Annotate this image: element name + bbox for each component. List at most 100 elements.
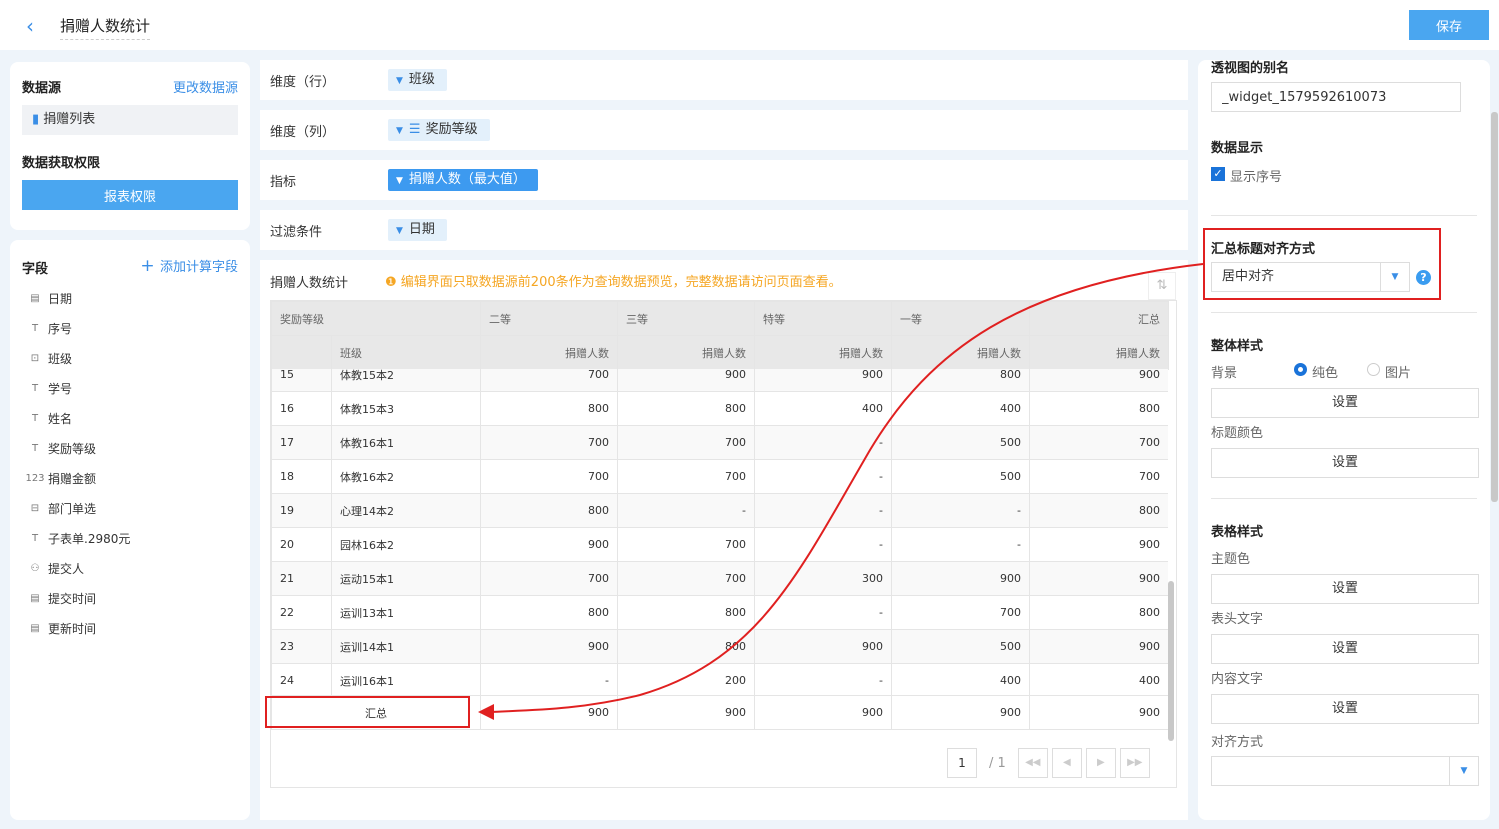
radio-solid[interactable] <box>1294 363 1307 376</box>
pill-text: 班级 <box>408 72 435 87</box>
swap-axes-icon[interactable]: ⇅ <box>1148 272 1176 300</box>
summary-cell: 900 <box>617 695 755 730</box>
date-icon: ▤ <box>30 622 40 634</box>
top-bar: ‹ 捐赠人数统计 保存 <box>0 0 1499 50</box>
background-set-button[interactable]: 设置 <box>1211 388 1479 418</box>
field-label: 部门单选 <box>48 501 97 516</box>
field-label: 班级 <box>48 351 73 366</box>
settings-scrollbar[interactable] <box>1491 112 1498 502</box>
table-scrollbar[interactable] <box>1168 581 1174 741</box>
number-icon: 123 <box>25 472 45 484</box>
table-cell: 700 <box>617 527 755 562</box>
field-item[interactable]: T 序号 <box>22 313 238 343</box>
field-list: ▤ 日期 T 序号 ⊡ 班级 T 学号 T 姓名 T 奖励等级 123 捐赠金额 ⊟ 部门单选 T 子表单.298… <box>22 283 238 643</box>
table-cell: 500 <box>891 459 1030 494</box>
field-item[interactable]: ⊡ 班级 <box>22 343 238 373</box>
field-item[interactable]: ⊟ 部门单选 <box>22 493 238 523</box>
column-header: 捐赠人数 <box>480 335 618 370</box>
table-row: 16 体教15本3 800 800 400 400 800 <box>271 391 1168 426</box>
field-item[interactable]: T 奖励等级 <box>22 433 238 463</box>
field-item[interactable]: 123 捐赠金额 <box>22 463 238 493</box>
field-item[interactable]: T 姓名 <box>22 403 238 433</box>
add-field-label: 添加计算字段 <box>159 260 238 275</box>
add-calculated-field-button[interactable]: + 添加计算字段 <box>140 256 238 276</box>
change-datasource-link[interactable]: 更改数据源 <box>172 81 238 96</box>
table-row: 22 运训13本1 800 800-700 800 <box>271 595 1168 630</box>
next-page-icon[interactable]: ▶ <box>1085 748 1116 778</box>
align-mode-select[interactable]: ▼ <box>1211 756 1479 786</box>
save-button[interactable]: 保存 <box>1409 10 1489 40</box>
page-input[interactable]: 1 <box>947 748 977 778</box>
overall-style-label: 整体样式 <box>1211 339 1264 354</box>
index-header <box>271 335 332 370</box>
content-text-label: 内容文字 <box>1211 672 1264 687</box>
first-page-icon[interactable]: ◀◀ <box>1017 748 1048 778</box>
table-cell: 800 <box>480 391 618 426</box>
settings-panel: 透视图的别名 数据显示 ✓ 显示序号 汇总标题对齐方式 居中对齐 ▼ ? 整体样式… <box>1198 60 1490 820</box>
table-row: 21 运动15本1 700 700 300 900 900 <box>271 561 1168 596</box>
help-icon[interactable]: ? <box>1416 270 1431 285</box>
datasource-panel: 数据源 更改数据源 ▮ 捐赠列表 数据获取权限 报表权限 <box>10 62 250 230</box>
warning-icon: ❶ <box>385 275 401 290</box>
data-display-label: 数据显示 <box>1211 141 1264 156</box>
table-row: 20 园林16本2 900 700- -900 <box>271 527 1168 562</box>
table-cell: 19 <box>271 493 332 528</box>
table-cell: 900 <box>617 369 755 392</box>
theme-color-set-button[interactable]: 设置 <box>1211 574 1479 604</box>
field-item[interactable]: ⚇ 提交人 <box>22 553 238 583</box>
header-text-set-button[interactable]: 设置 <box>1211 634 1479 664</box>
table-cell: 900 <box>1029 527 1168 562</box>
show-index-checkbox[interactable]: ✓ <box>1211 167 1225 181</box>
align-mode-label: 对齐方式 <box>1211 735 1264 750</box>
content-text-set-button[interactable]: 设置 <box>1211 694 1479 724</box>
alias-input[interactable] <box>1211 82 1461 112</box>
filter-pill[interactable]: ▼ 日期 <box>388 219 447 241</box>
column-header: 特等 <box>754 301 892 336</box>
title-color-set-button[interactable]: 设置 <box>1211 448 1479 478</box>
table-cell: 运训13本1 <box>331 595 481 630</box>
radio-solid-label: 纯色 <box>1312 366 1339 381</box>
table-body[interactable]: 15 体教15本2 700 900 900 800 900 16 体教15本3 800 800 400… <box>271 369 1168 695</box>
summary-align-select[interactable]: 居中对齐 ▼ <box>1211 262 1410 292</box>
field-item[interactable]: T 子表单.2980元 <box>22 523 238 553</box>
field-label: 捐赠金额 <box>48 471 97 486</box>
back-arrow-icon[interactable]: ‹ <box>26 14 34 38</box>
table-cell: 800 <box>480 595 618 630</box>
field-label: 更新时间 <box>48 621 97 636</box>
field-item[interactable]: ▤ 日期 <box>22 283 238 313</box>
radio-image[interactable] <box>1367 363 1380 376</box>
report-permission-button[interactable]: 报表权限 <box>22 180 238 210</box>
page-title[interactable]: 捐赠人数统计 <box>60 15 151 40</box>
table-cell: 700 <box>1029 459 1168 494</box>
table-cell: - <box>754 663 892 695</box>
table-cell: 体教15本3 <box>331 391 481 426</box>
table-cell: 900 <box>754 629 892 664</box>
datasource-item[interactable]: ▮ 捐赠列表 <box>22 105 238 135</box>
table-cell: 700 <box>480 425 618 460</box>
divider <box>1211 498 1477 499</box>
total-pages: / 1 <box>989 755 1006 771</box>
column-dimension-pill[interactable]: ▼ ☰ 奖励等级 <box>388 119 490 141</box>
metric-pill[interactable]: ▼ 捐赠人数（最大值） <box>388 169 538 191</box>
metric-label: 指标 <box>270 174 297 190</box>
datasource-label: 数据源 <box>22 81 62 96</box>
table-cell: 400 <box>754 391 892 426</box>
table-cell: - <box>754 425 892 460</box>
table-cell: 800 <box>617 629 755 664</box>
last-page-icon[interactable]: ▶▶ <box>1119 748 1150 778</box>
highlight-box-align <box>1203 228 1441 300</box>
field-item[interactable]: T 学号 <box>22 373 238 403</box>
row-dimension-pill[interactable]: ▼ 班级 <box>388 69 447 91</box>
table-row: 18 体教16本2 700 700-500 700 <box>271 459 1168 494</box>
table-cell: 800 <box>480 493 618 528</box>
table-cell: - <box>754 459 892 494</box>
preview-panel: 捐赠人数统计 ❶ 编辑界面只取数据源前200条作为查询数据预览，完整数据请访问页… <box>260 260 1188 820</box>
field-item[interactable]: ▤ 提交时间 <box>22 583 238 613</box>
caret-down-icon: ▼ <box>396 226 403 236</box>
pill-text: 日期 <box>408 222 435 237</box>
table-cell: 23 <box>271 629 332 664</box>
prev-page-icon[interactable]: ◀ <box>1051 748 1082 778</box>
field-item[interactable]: ▤ 更新时间 <box>22 613 238 643</box>
column-header: 捐赠人数 <box>754 335 892 370</box>
table-cell: 体教16本2 <box>331 459 481 494</box>
